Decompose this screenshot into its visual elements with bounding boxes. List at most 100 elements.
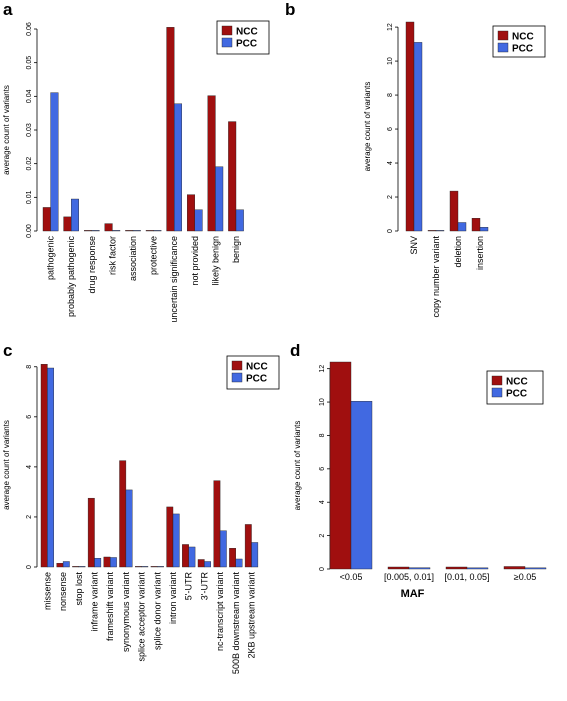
bar-pcc bbox=[172, 513, 180, 568]
bar-ncc bbox=[104, 223, 113, 232]
panel-c: c 0 2 4 6 8 average count of variants missense n… bbox=[2, 341, 280, 675]
x-tick-label: insertion bbox=[475, 236, 485, 270]
bar-ncc bbox=[63, 216, 72, 232]
bar-pcc bbox=[91, 230, 100, 232]
bar-pcc bbox=[70, 198, 79, 232]
legend-label-ncc: NCC bbox=[236, 27, 258, 38]
bar-pcc bbox=[408, 567, 431, 570]
bar-ncc bbox=[445, 566, 468, 570]
y-tick-label: 0.04 bbox=[26, 89, 33, 103]
bar-pcc bbox=[219, 530, 227, 568]
x-tick-label: 2KB upstream variant bbox=[247, 572, 257, 659]
legend-swatch-pcc bbox=[221, 37, 233, 48]
y-tick-label: 0.00 bbox=[26, 224, 33, 238]
bar-pcc bbox=[466, 567, 489, 570]
x-tick-label: ≥0.05 bbox=[514, 572, 536, 582]
legend-swatch-ncc bbox=[231, 360, 243, 371]
panel-letter-a: a bbox=[3, 0, 13, 19]
panel-letter-b: b bbox=[285, 0, 295, 19]
y-axis-label: average count of variants bbox=[293, 421, 302, 511]
x-axis-label: MAF bbox=[401, 588, 425, 600]
x-tick-label: risk factor bbox=[107, 236, 117, 275]
panel-letter-c: c bbox=[3, 341, 12, 360]
bar-ncc bbox=[166, 506, 174, 568]
x-tick-label: copy number variant bbox=[431, 236, 441, 318]
panel-b: b 0 2 4 6 8 10 12 average count of variants SNV co… bbox=[285, 0, 546, 318]
bar-ncc bbox=[387, 566, 410, 570]
x-tick-label: 3'-UTR bbox=[199, 572, 209, 601]
legend-label-pcc: PCC bbox=[236, 39, 257, 50]
x-tick-label: splice acceptor variant bbox=[137, 572, 147, 662]
bar-pcc bbox=[47, 367, 55, 568]
bar-ncc bbox=[72, 566, 80, 568]
x-tick-label: protective bbox=[149, 236, 159, 275]
bar-ncc bbox=[83, 230, 92, 232]
x-tick-label: missense bbox=[42, 572, 52, 610]
x-tick-label: 500B downstream variant bbox=[231, 572, 241, 675]
bar-pcc bbox=[153, 230, 162, 232]
y-tick-label: 0.05 bbox=[26, 56, 33, 70]
legend-swatch-pcc bbox=[491, 387, 503, 398]
bar-ncc bbox=[119, 460, 127, 568]
bar-pcc bbox=[109, 557, 117, 568]
x-tick-label: <0.05 bbox=[340, 572, 363, 582]
x-tick-label: association bbox=[128, 236, 138, 281]
bar-ncc bbox=[40, 364, 48, 568]
y-tick-label: 0 bbox=[387, 229, 394, 233]
bar-ncc bbox=[186, 194, 195, 232]
bar-ncc bbox=[166, 27, 175, 232]
x-tick-label: inframe variant bbox=[90, 572, 100, 632]
bar-ncc bbox=[229, 548, 236, 568]
bar-ncc bbox=[503, 566, 526, 570]
y-tick-label: 10 bbox=[319, 398, 326, 406]
bar-pcc bbox=[94, 558, 102, 568]
legend-swatch-pcc bbox=[497, 42, 509, 53]
bar-ncc bbox=[427, 230, 437, 232]
legend-label-ncc: NCC bbox=[512, 32, 534, 43]
legend-label-ncc: NCC bbox=[246, 362, 268, 373]
bar-ncc bbox=[150, 566, 158, 568]
bar-pcc bbox=[204, 561, 211, 568]
y-tick-label: 2 bbox=[26, 515, 33, 519]
bar-pcc bbox=[78, 566, 86, 568]
y-tick-label: 10 bbox=[387, 57, 394, 65]
x-tick-label: nonsense bbox=[58, 572, 68, 611]
bar-ncc bbox=[329, 361, 352, 570]
bar-ncc bbox=[87, 497, 95, 568]
bar-pcc bbox=[235, 558, 243, 568]
bar-ncc bbox=[449, 190, 459, 232]
bar-ncc bbox=[145, 230, 154, 232]
bar-pcc bbox=[173, 103, 182, 232]
bar-ncc bbox=[182, 544, 189, 568]
bar-ncc bbox=[103, 556, 111, 568]
bar-pcc bbox=[112, 230, 121, 232]
y-tick-label: 8 bbox=[26, 365, 33, 369]
bar-pcc bbox=[479, 227, 489, 232]
bar-pcc bbox=[62, 561, 70, 568]
x-tick-label: probably pathogenic bbox=[66, 236, 76, 318]
bar-ncc bbox=[207, 95, 216, 232]
x-tick-label: synonymous variant bbox=[121, 572, 131, 653]
legend-swatch-ncc bbox=[221, 25, 233, 36]
bar-pcc bbox=[350, 401, 373, 570]
bar-ncc bbox=[244, 524, 252, 568]
x-tick-label: [0.01, 0.05] bbox=[444, 572, 489, 582]
x-tick-label: splice donor variant bbox=[152, 572, 162, 651]
bar-ncc bbox=[405, 21, 415, 232]
y-axis-label: average count of variants bbox=[2, 85, 11, 175]
y-tick-label: 0 bbox=[26, 565, 33, 569]
legend-label-pcc: PCC bbox=[246, 374, 267, 385]
y-tick-label: 6 bbox=[319, 467, 326, 471]
y-tick-label: 12 bbox=[387, 23, 394, 31]
bar-pcc bbox=[457, 222, 467, 232]
bar-pcc bbox=[141, 566, 149, 568]
bar-ncc bbox=[125, 230, 134, 232]
legend-label-pcc: PCC bbox=[506, 389, 527, 400]
legend-swatch-pcc bbox=[231, 372, 243, 383]
x-tick-label: frameshift variant bbox=[105, 572, 115, 642]
x-tick-label: intron variant bbox=[168, 572, 178, 625]
y-tick-label: 0 bbox=[319, 567, 326, 571]
